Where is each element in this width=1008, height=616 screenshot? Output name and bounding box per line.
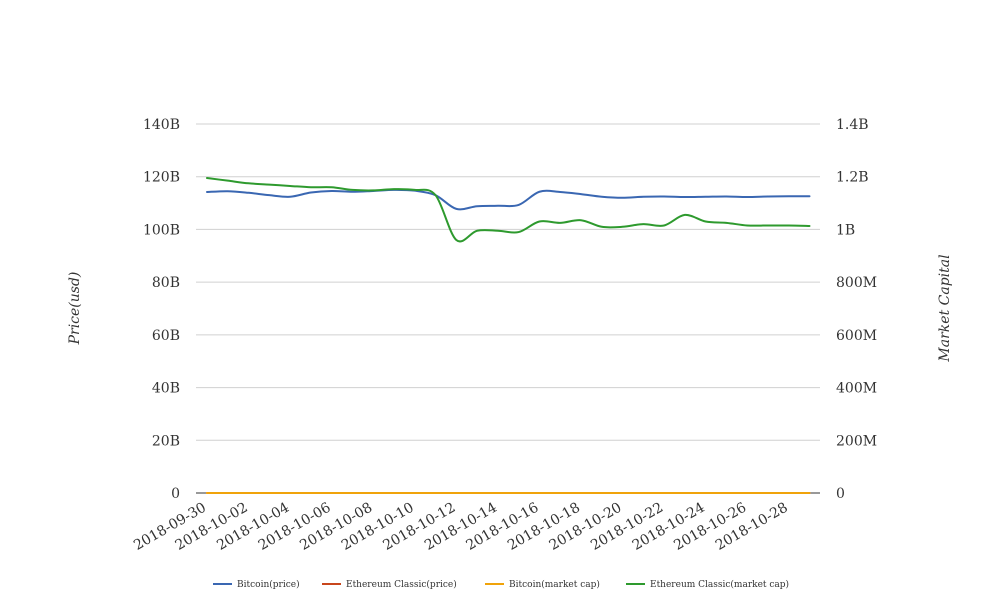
y-right-tick-label: 0 [836, 486, 845, 502]
legend-label: Ethereum Classic(market cap) [650, 579, 789, 590]
y-right-tick-label: 800M [836, 275, 877, 291]
y-left-tick-label: 20B [152, 433, 180, 449]
series-line-ethereum-classic-market-cap [206, 177, 811, 243]
y-left-tick-label: 40B [152, 381, 180, 397]
y-left-tick-label: 100B [143, 222, 180, 238]
y-left-tick-labels: 0 20B 40B 60B 80B 100B 120B 140B [143, 117, 180, 502]
legend: Bitcoin(price) Ethereum Classic(price) Bit… [213, 579, 789, 590]
legend-label: Bitcoin(market cap) [509, 579, 600, 590]
y-left-tick-label: 60B [152, 328, 180, 344]
y-right-axis-title: Market Capital [937, 254, 953, 362]
y-right-tick-label: 600M [836, 328, 877, 344]
legend-label: Bitcoin(price) [237, 579, 300, 590]
series-line-bitcoin-price [206, 188, 811, 211]
y-left-tick-label: 120B [143, 170, 180, 186]
y-right-tick-labels: 0 200M 400M 600M 800M 1B 1.2B 1.4B [836, 117, 877, 502]
series-lines [206, 177, 811, 495]
y-right-tick-label: 200M [836, 433, 877, 449]
y-right-tick-label: 1.4B [836, 117, 869, 133]
x-tick-labels: 2018-09-302018-10-022018-10-042018-10-06… [131, 500, 791, 554]
y-left-axis-title: Price(usd) [67, 272, 83, 346]
y-left-tick-label: 80B [152, 275, 180, 291]
y-right-tick-label: 1B [836, 222, 855, 238]
y-right-tick-label: 1.2B [836, 170, 869, 186]
gridlines [196, 123, 820, 494]
y-left-tick-label: 0 [171, 486, 180, 502]
y-right-tick-label: 400M [836, 381, 877, 397]
y-left-tick-label: 140B [143, 117, 180, 133]
legend-label: Ethereum Classic(price) [346, 579, 457, 590]
